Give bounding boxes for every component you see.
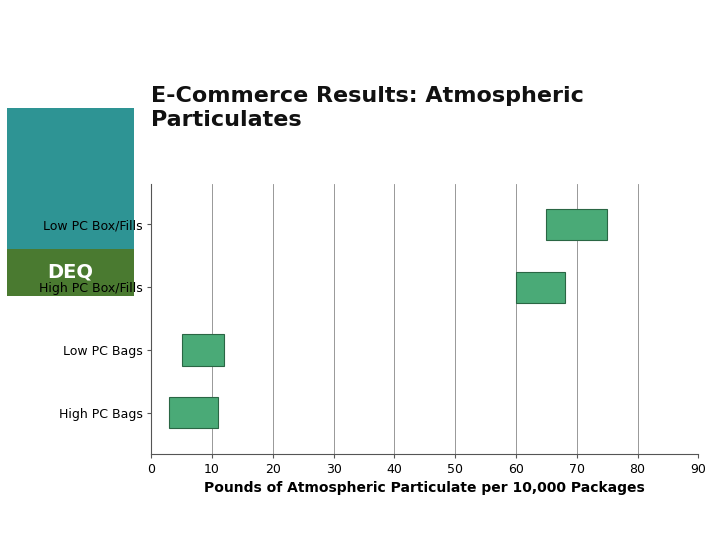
Text: E-Commerce Results: Atmospheric
Particulates: E-Commerce Results: Atmospheric Particul… [151, 86, 584, 130]
Text: DEQ: DEQ [48, 263, 94, 282]
X-axis label: Pounds of Atmospheric Particulate per 10,000 Packages: Pounds of Atmospheric Particulate per 10… [204, 481, 645, 495]
Bar [181, 334, 224, 366]
Bar [546, 209, 607, 240]
FancyBboxPatch shape [7, 108, 134, 258]
Text: Embodied Emissions in Purchased Materials: Embodied Emissions in Purchased Material… [151, 30, 516, 48]
Bar [169, 397, 218, 428]
FancyBboxPatch shape [7, 249, 134, 296]
Bar [516, 272, 564, 303]
